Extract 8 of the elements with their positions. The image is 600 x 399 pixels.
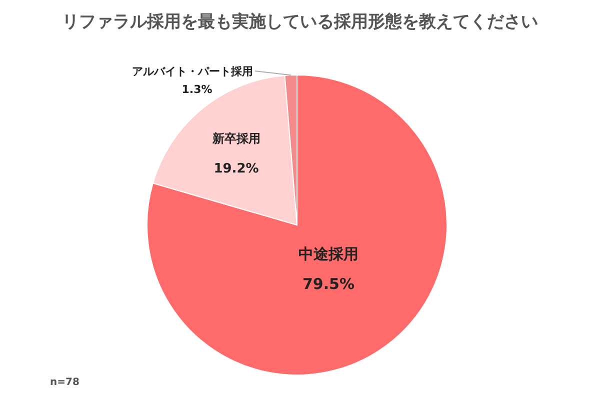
- slice-label: アルバイト・パート採用: [132, 65, 253, 78]
- slice-label: 新卒採用: [211, 132, 260, 146]
- text: n=78: [50, 377, 80, 388]
- data-label: 19.2%: [214, 162, 259, 177]
- data-label: 1.3%: [182, 83, 212, 96]
- data-label: 79.5%: [302, 274, 355, 293]
- chart-title: リファラル採用を最も実施している採用形態を教えてください: [62, 12, 538, 32]
- slice-label: 中途採用: [298, 244, 359, 263]
